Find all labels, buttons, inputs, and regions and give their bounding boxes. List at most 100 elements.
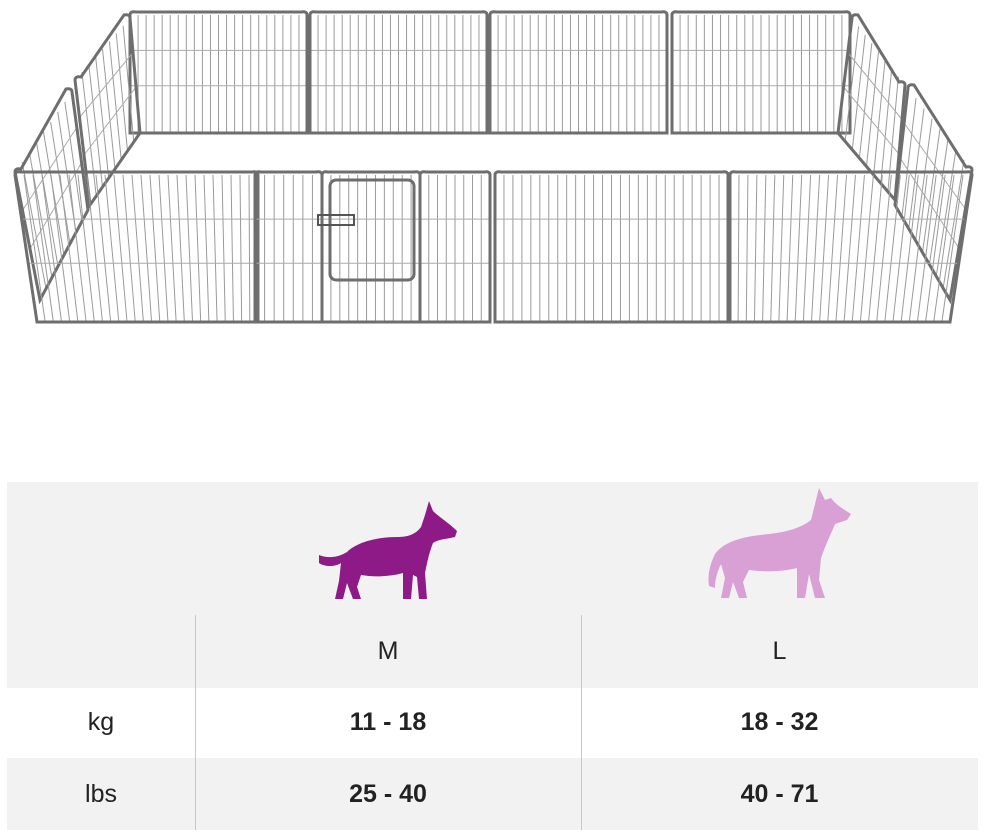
fence-part [778, 174, 785, 323]
fence-part [884, 174, 901, 323]
fence-part [203, 174, 210, 323]
cell-value: 25 - 40 [349, 780, 427, 808]
fence-part [41, 174, 63, 323]
fence-part [745, 174, 749, 323]
fence-part [858, 43, 873, 159]
fence-part [418, 170, 492, 324]
fence-part [102, 48, 116, 170]
fence-part [22, 127, 78, 211]
size-table: M L kg 11 - 18 18 - 32 lbs 25 - 40 40 - … [7, 482, 978, 830]
fence-part [50, 121, 71, 244]
fence-part [737, 174, 740, 323]
fence-part [115, 33, 128, 152]
fence-part [928, 139, 949, 265]
row-band [7, 758, 978, 830]
fence-part [59, 174, 79, 323]
fence-part [86, 174, 103, 323]
fence-part [23, 174, 46, 323]
fence-part [320, 170, 422, 324]
fence-part [21, 161, 47, 289]
divider [195, 615, 196, 830]
row-band [7, 688, 978, 758]
fence-part [108, 41, 122, 161]
fence-part [493, 170, 730, 324]
fence-part [915, 118, 933, 241]
fence-part [308, 10, 489, 135]
fence-part [835, 174, 848, 323]
fence-part [64, 101, 83, 222]
fence-part [728, 170, 974, 324]
fence-part [328, 178, 416, 282]
fence-part [68, 174, 87, 323]
fence-part [908, 108, 925, 229]
row-label: lbs [85, 780, 117, 808]
fence-part [794, 174, 803, 323]
fence-part [185, 174, 194, 323]
fence-part [922, 128, 941, 253]
fence-part [859, 174, 874, 323]
fence-part [933, 174, 955, 323]
divider [581, 615, 582, 830]
cell-value: 40 - 71 [740, 780, 819, 808]
fence-part [113, 174, 128, 323]
fence-part [892, 174, 910, 323]
fence-part [122, 25, 135, 143]
fence-part [901, 98, 917, 217]
fence-part [900, 174, 919, 323]
fence-part [79, 52, 134, 118]
cell-value: 18 - 32 [740, 708, 819, 736]
fence-part [29, 162, 83, 250]
fence-part [868, 174, 883, 323]
fence-part [847, 52, 903, 120]
fence-part [843, 174, 856, 323]
fence-part [903, 122, 966, 210]
fence-part [81, 72, 97, 197]
fence-part [851, 34, 866, 150]
fence-part [916, 174, 937, 323]
fence-part [786, 174, 794, 323]
column-header: L [772, 637, 787, 665]
fence-part [819, 174, 830, 323]
fence-part [35, 141, 59, 267]
fence-part [176, 174, 185, 323]
fence-part [140, 174, 153, 323]
fence-part [893, 83, 974, 305]
fence-part [77, 174, 95, 323]
dog-icon-m [319, 501, 457, 599]
fence-part [88, 64, 103, 188]
fence-part [836, 13, 907, 204]
fence-part [762, 174, 767, 323]
fence-part [488, 10, 669, 135]
fence-part [13, 87, 90, 305]
column-header: M [377, 637, 399, 665]
fence-part [13, 170, 260, 324]
fence-part [935, 149, 957, 277]
fence-part [212, 174, 218, 323]
fence-part [843, 86, 900, 155]
fence-part [844, 26, 860, 142]
fence-part [149, 174, 161, 323]
fence-part [248, 174, 251, 323]
fence-part [158, 174, 169, 323]
fence-part [50, 174, 71, 323]
fence-part [873, 59, 886, 175]
fence-part [827, 174, 839, 323]
fence-part [104, 174, 120, 323]
fence-part [770, 174, 776, 323]
fence-part [122, 174, 136, 323]
fence-part [670, 10, 852, 135]
fence-part [128, 10, 309, 135]
fence-part [880, 68, 893, 184]
fence-part [230, 174, 234, 323]
fence-part [851, 174, 865, 323]
fence-image [13, 10, 974, 324]
fence-part [802, 174, 812, 323]
fence-part [925, 174, 946, 323]
dog-icon-l [708, 488, 851, 598]
fence-part [753, 174, 758, 323]
fence-part [908, 174, 928, 323]
fence-part [876, 174, 892, 323]
fence-part [317, 214, 355, 226]
fence-part [221, 174, 226, 323]
